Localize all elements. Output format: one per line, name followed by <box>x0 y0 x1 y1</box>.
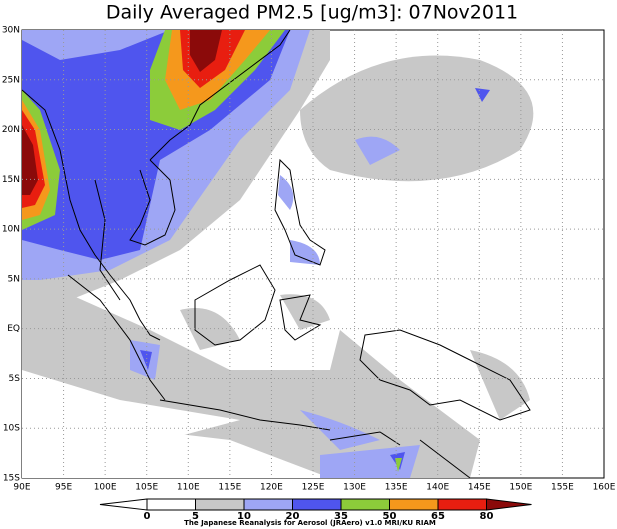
colorbar-box <box>389 498 439 511</box>
lon-label: 140E <box>426 483 449 493</box>
lon-label: 120E <box>260 483 283 493</box>
lon-label: 110E <box>177 483 200 493</box>
colorbar-label: 50 <box>383 511 397 522</box>
lon-label: 160E <box>593 483 616 493</box>
colorbar-high <box>486 498 532 511</box>
lat-label: 5S <box>9 374 21 384</box>
lat-label: EQ <box>7 324 20 334</box>
ticks: 90E 95E 100E 105E 110E 115E 120E 125E 130E 135E 14… <box>2 26 616 493</box>
colorbar-label: 80 <box>480 511 494 522</box>
colorbar-low <box>99 498 148 511</box>
lon-label: 145E <box>468 483 491 493</box>
lon-label: 90E <box>13 483 30 493</box>
coastlines <box>21 29 531 479</box>
lon-label: 150E <box>509 483 532 493</box>
colorbar-label: 10 <box>237 511 251 522</box>
colorbar-label: 20 <box>286 511 300 522</box>
map <box>21 29 605 479</box>
title: Daily Averaged PM2.5 [ug/m3]: 07Nov2011 <box>106 2 518 24</box>
colorbar-box <box>146 498 196 511</box>
lon-label: 125E <box>302 483 325 493</box>
lon-label: 100E <box>94 483 117 493</box>
lat-label: 15S <box>3 474 20 484</box>
lon-label: 105E <box>135 483 158 493</box>
grid <box>22 30 604 478</box>
lon-label: 115E <box>218 483 241 493</box>
colorbar-label: 35 <box>334 511 348 522</box>
colorbar-label: 0 <box>144 511 151 522</box>
lat-label: 20N <box>2 125 20 135</box>
lon-label: 155E <box>551 483 574 493</box>
colorbar-box <box>243 498 293 511</box>
credit: The Japanese Reanalysis for Aerosol (JRA… <box>184 519 436 527</box>
lat-label: 10S <box>3 424 20 434</box>
lon-label: 130E <box>343 483 366 493</box>
lat-label: 30N <box>2 26 20 36</box>
lat-label: 25N <box>2 75 20 85</box>
colorbar: 0 5 10 20 35 50 65 80 <box>99 498 532 522</box>
lon-label: 135E <box>385 483 408 493</box>
colorbar-box <box>437 498 487 511</box>
lat-label: 15N <box>2 175 20 185</box>
colorbar-box <box>195 498 245 511</box>
colorbar-box <box>340 498 390 511</box>
colorbar-box <box>292 498 342 511</box>
lat-label: 10N <box>2 225 20 235</box>
colorbar-label: 5 <box>192 511 199 522</box>
colorbar-label: 65 <box>431 511 445 522</box>
darkred-areas <box>22 30 222 195</box>
lat-label: 5N <box>8 274 20 284</box>
lon-label: 95E <box>55 483 72 493</box>
